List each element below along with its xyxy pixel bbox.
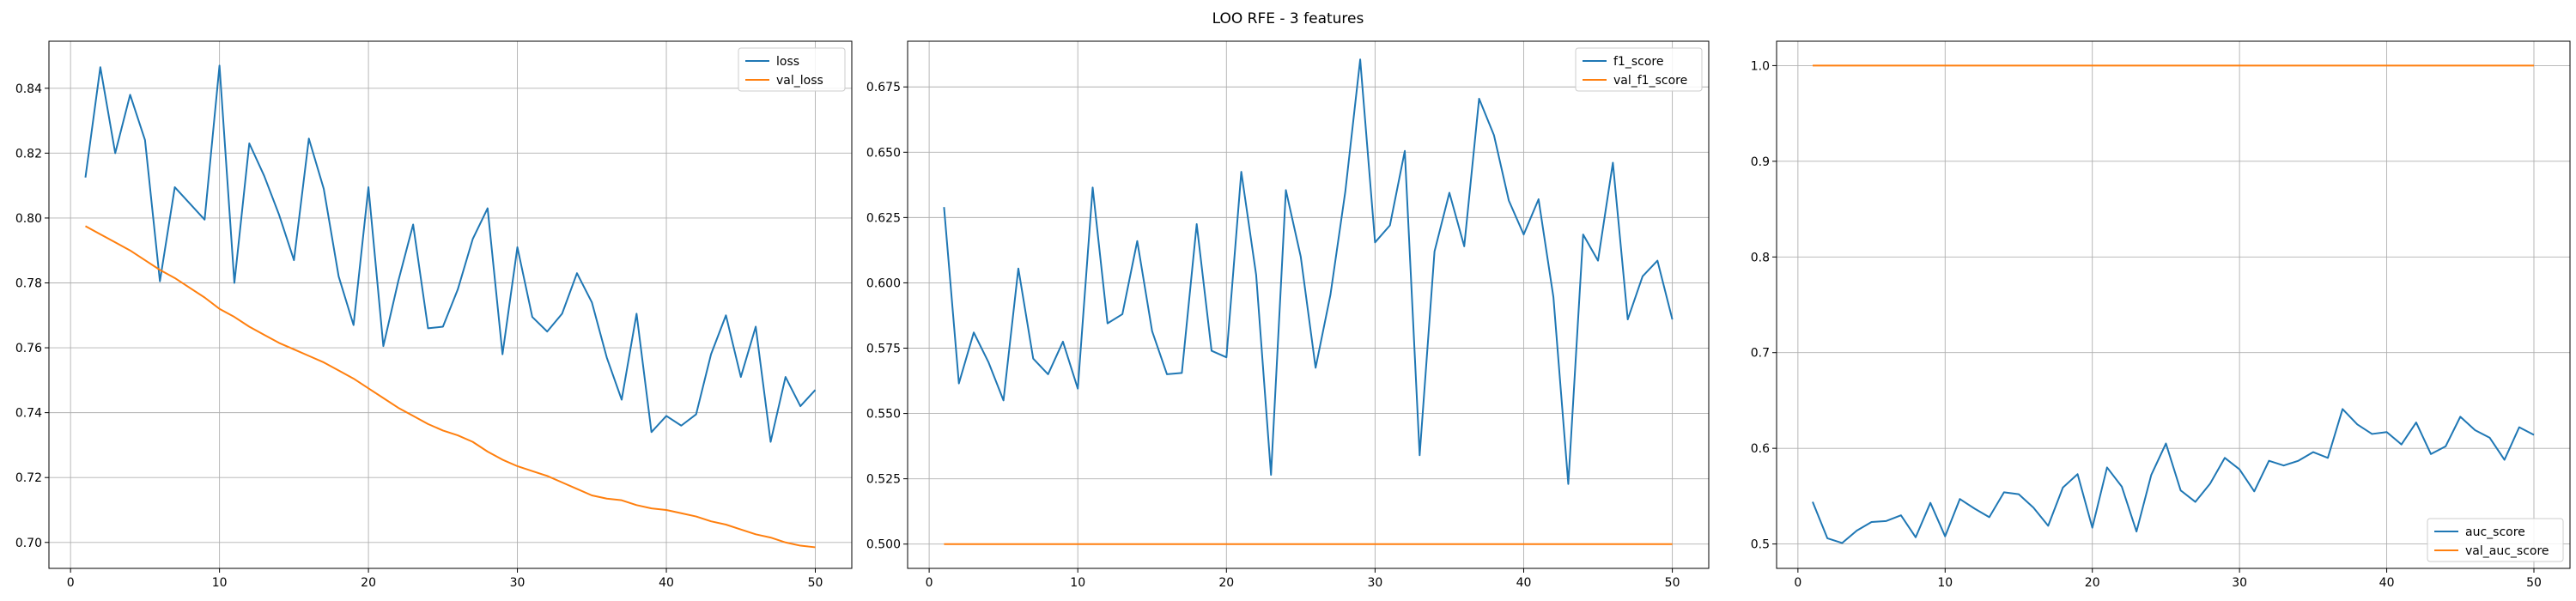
y-tick-label: 0.625 [866,211,901,225]
y-tick-label: 0.5 [1751,538,1770,552]
legend: f1_score val_f1_score [1575,47,1703,92]
x-tick-label: 30 [510,576,526,590]
y-tick-label: 0.600 [866,276,901,290]
y-tick-label: 0.550 [866,408,901,422]
axes-panel-1: 0 10 20 30 40 50 0.70 0.72 0.74 0.76 0.78 0.80 0.82 0… [15,40,853,590]
figure-title: LOO RFE - 3 features [1212,10,1364,27]
x-tick-label: 0 [1794,576,1801,590]
y-tick-label: 0.70 [15,537,42,550]
y-tick-label: 0.675 [866,81,901,94]
axes-frame [1776,40,2571,569]
series-line-loss [84,64,817,443]
y-tick-label: 0.525 [866,473,901,487]
legend: auc_score val_auc_score [2427,518,2564,562]
legend-box [1575,47,1703,92]
x-tick-label: 20 [2085,576,2100,590]
x-tick-label: 40 [1516,576,1532,590]
axes-container: 0 10 20 30 40 500.700.720.740.760.780.800.820… [15,40,2571,590]
x-tick-label: 50 [2526,576,2542,590]
x-tick-label: 50 [808,576,823,590]
y-tick-label: 1.0 [1751,59,1770,73]
x-tick-label: 10 [1937,576,1953,590]
y-tick-label: 0.72 [15,471,42,485]
x-tick-label: 0 [67,576,75,590]
y-tick-label: 0.74 [15,407,42,421]
y-tick-label: 0.82 [15,147,42,161]
axes-panel-2: 0 10 20 30 40 50 0.500 0.525 0.550 0.575 0.600 0.62… [866,40,1710,590]
series-line-val-loss [85,225,816,549]
y-tick-label: 0.84 [15,82,42,96]
y-tick-label: 0.9 [1751,155,1770,169]
legend-label-val-loss: val_loss [776,74,823,88]
x-tick-label: 10 [1070,576,1085,590]
y-tick-label: 0.650 [866,146,901,160]
x-tick-label: 10 [212,576,228,590]
x-tick-label: 20 [1218,576,1234,590]
y-tick-label: 0.500 [866,538,901,552]
y-tick-label: 0.575 [866,343,901,356]
y-tick-label: 0.78 [15,276,42,290]
x-tick-label: 20 [361,576,376,590]
legend-label-auc-score: auc_score [2465,525,2525,539]
series-line-f1-score [943,58,1674,485]
x-tick-label: 40 [2379,576,2395,590]
axes-frame [48,40,853,569]
axes-panel-3: 0 10 20 30 40 50 0.5 0.6 0.7 0.8 0.9 1.0 auc_scoreva… [1751,40,2571,590]
x-tick-label: 0 [926,576,933,590]
legend-label-val-auc-score: val_auc_score [2465,544,2549,558]
y-tick-label: 0.76 [15,342,42,355]
y-tick-label: 0.7 [1751,347,1770,361]
x-tick-label: 50 [1665,576,1680,590]
y-tick-label: 0.6 [1751,442,1770,456]
x-tick-label: 30 [1367,576,1382,590]
series-line-auc-score [1812,408,2535,544]
legend-label-val-f1-score: val_f1_score [1613,74,1687,88]
legend-box [2427,518,2564,562]
axes-frame [907,40,1710,569]
y-tick-label: 0.80 [15,212,42,226]
x-tick-label: 40 [659,576,674,590]
legend-label-loss: loss [776,55,799,69]
legend: loss val_loss [738,47,846,92]
legend-label-f1-score: f1_score [1613,55,1663,69]
y-tick-label: 0.8 [1751,251,1770,264]
x-tick-label: 30 [2232,576,2247,590]
